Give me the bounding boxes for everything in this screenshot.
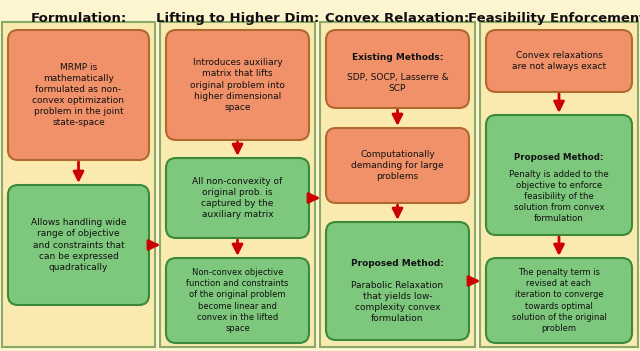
Text: Computationally
demanding for large
problems: Computationally demanding for large prob… — [351, 150, 444, 181]
Bar — [320, 22, 475, 347]
Text: Non-convex objective
function and constraints
of the original problem
become lin: Non-convex objective function and constr… — [186, 268, 289, 333]
Text: MRMP is
mathematically
formulated as non-
convex optimization
problem in the joi: MRMP is mathematically formulated as non… — [33, 63, 125, 127]
FancyBboxPatch shape — [326, 128, 469, 203]
Bar — [160, 22, 315, 347]
FancyBboxPatch shape — [8, 30, 149, 160]
Bar — [480, 22, 638, 347]
Text: Convex relaxations
are not always exact: Convex relaxations are not always exact — [512, 51, 606, 71]
Text: Proposed Method:: Proposed Method: — [515, 152, 604, 161]
Text: Parabolic Relaxation
that yields low-
complexity convex
formulation: Parabolic Relaxation that yields low- co… — [351, 281, 444, 323]
FancyBboxPatch shape — [8, 185, 149, 305]
FancyBboxPatch shape — [326, 222, 469, 340]
Text: The penalty term is
revised at each
iteration to converge
towards optimal
soluti: The penalty term is revised at each iter… — [511, 268, 607, 333]
Text: Existing Methods:: Existing Methods: — [352, 53, 443, 62]
FancyBboxPatch shape — [166, 158, 309, 238]
Text: All non-convexity of
original prob. is
captured by the
auxiliary matrix: All non-convexity of original prob. is c… — [193, 177, 283, 219]
FancyBboxPatch shape — [166, 258, 309, 343]
Text: Lifting to Higher Dim:: Lifting to Higher Dim: — [156, 12, 319, 25]
Text: Proposed Method:: Proposed Method: — [351, 259, 444, 268]
FancyBboxPatch shape — [486, 30, 632, 92]
FancyBboxPatch shape — [486, 258, 632, 343]
Text: Introduces auxiliary
matrix that lifts
original problem into
higher dimensional
: Introduces auxiliary matrix that lifts o… — [190, 58, 285, 112]
Text: Allows handling wide
range of objective
and constraints that
can be expressed
qu: Allows handling wide range of objective … — [31, 218, 126, 272]
Text: Formulation:: Formulation: — [30, 12, 127, 25]
Text: Convex Relaxation:: Convex Relaxation: — [325, 12, 470, 25]
FancyBboxPatch shape — [326, 30, 469, 108]
Bar — [2, 22, 155, 347]
FancyBboxPatch shape — [166, 30, 309, 140]
Text: Penalty is added to the
objective to enforce
feasibility of the
solution from co: Penalty is added to the objective to enf… — [509, 170, 609, 223]
Text: SDP, SOCP, Lasserre &
SCP: SDP, SOCP, Lasserre & SCP — [347, 73, 449, 93]
Text: Feasibility Enforcement:: Feasibility Enforcement: — [468, 12, 640, 25]
FancyBboxPatch shape — [486, 115, 632, 235]
